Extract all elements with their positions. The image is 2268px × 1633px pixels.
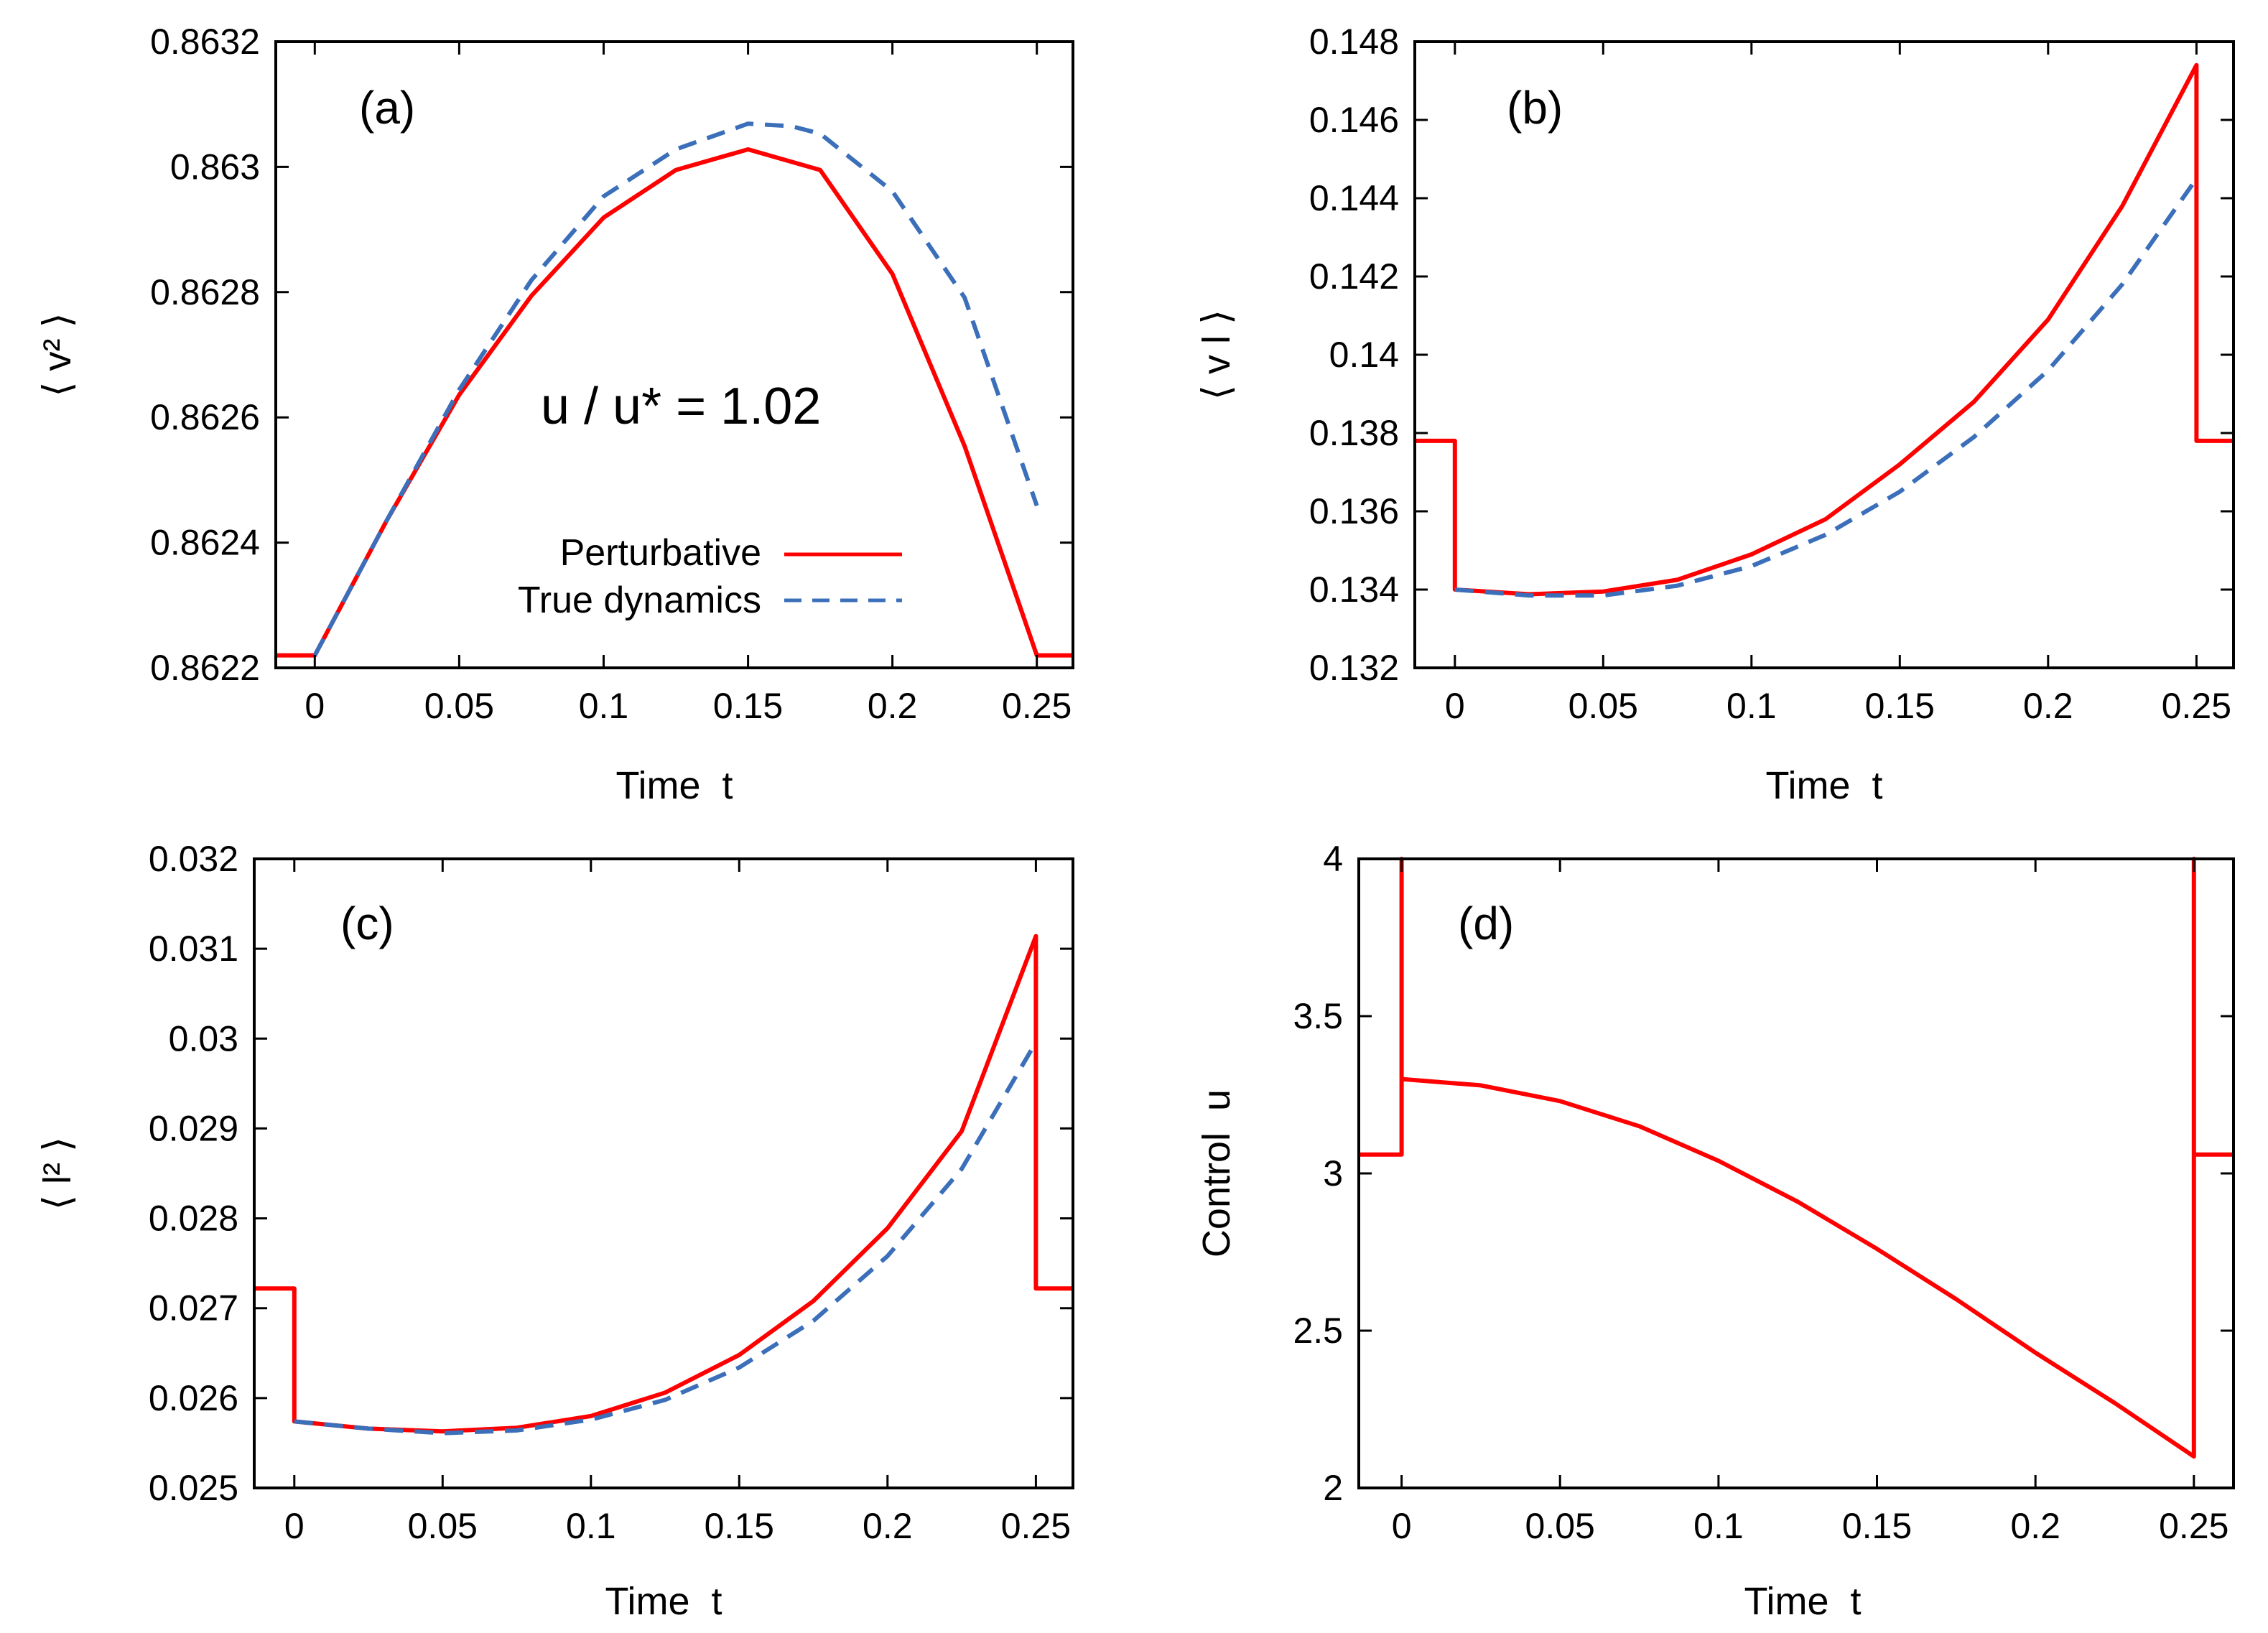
panel-c-xtick-label: 0.2: [863, 1506, 913, 1546]
panel-d-tick-labels: 0 0.05 0.1 0.15 0.2 0.25 2 2.5 3 3.5 4: [1293, 839, 2229, 1546]
panel-b-xtick-label: 0.15: [1865, 686, 1935, 726]
panel-b-ylabel: ⟨ v l ⟩: [1195, 310, 1238, 400]
panel-a-xtick-label: 0.15: [713, 686, 783, 726]
panel-d-xtick-label: 0.1: [1693, 1506, 1744, 1546]
panel-a-frame: [274, 40, 1074, 669]
panel-c-ticks: [254, 857, 1073, 1489]
panel-d-line-perturbative: [1359, 857, 2234, 1459]
panel-c-ytick-label: 0.027: [149, 1288, 238, 1329]
panel-d-ylabel: Control u: [1195, 1089, 1238, 1257]
panel-c-frame: [253, 857, 1074, 1489]
panel-d-xtick-label: 0.25: [2159, 1506, 2229, 1546]
panel-b-ytick-label: 0.14: [1329, 335, 1399, 375]
panel-d-ytick-label: 2: [1323, 1468, 1343, 1508]
panel-c-label: (c): [340, 898, 394, 949]
panel-b-ytick-label: 0.132: [1309, 648, 1399, 688]
panel-b-xlabel: Time t: [1765, 764, 1882, 807]
panel-a-xtick-label: 0.25: [1002, 686, 1072, 726]
panel-c-series: [254, 934, 1073, 1436]
legend-label-true-dynamics: True dynamics: [518, 580, 761, 621]
legend-label-perturbative: Perturbative: [560, 532, 761, 574]
panel-a-annotation: u / u* = 1.02: [541, 378, 821, 435]
panel-a-xtick-label: 0: [305, 686, 325, 726]
panel-c-ytick-label: 0.028: [149, 1199, 238, 1239]
panel-c-ytick-label: 0.03: [169, 1018, 238, 1059]
panel-c-ytick-label: 0.029: [149, 1108, 238, 1148]
panel-d-ytick-label: 3: [1323, 1153, 1343, 1194]
panel-d-xlabel: Time t: [1744, 1580, 1861, 1623]
panel-c-line-perturbative: [254, 934, 1073, 1434]
panel-c-ytick-label: 0.031: [149, 929, 238, 969]
panel-a-ytick-label: 0.8626: [150, 397, 260, 437]
panel-c-xtick-label: 0: [284, 1506, 305, 1546]
panel-a-ytick-label: 0.8624: [150, 523, 260, 563]
panel-b-frame: [1413, 40, 2235, 669]
panel-a-ytick-label: 0.8632: [150, 22, 260, 62]
panel-b-xtick-label: 0: [1445, 686, 1465, 726]
panel-c-xtick-label: 0.05: [408, 1506, 478, 1546]
panel-a-series: [276, 121, 1073, 658]
panel-c-ytick-label: 0.032: [149, 839, 238, 879]
panel-a-ytick-label: 0.8628: [150, 272, 260, 312]
panel-b-ticks: [1415, 40, 2234, 669]
panel-b-line-true-dynamics: [1454, 177, 2198, 598]
panel-b-ytick-label: 0.144: [1309, 178, 1399, 218]
legend: Perturbative True dynamics: [518, 532, 902, 621]
panel-a: 0 0.05 0.1 0.15 0.2 0.25 0.8622 0.8624 0.8626 0.8…: [36, 22, 1074, 807]
panel-c-ytick-label: 0.025: [149, 1468, 238, 1508]
panel-d-ytick-label: 4: [1323, 839, 1343, 879]
panel-d-xtick-label: 0.05: [1525, 1506, 1595, 1546]
panel-c: 0 0.05 0.1 0.15 0.2 0.25 0.025 0.026 0.027 0.028 0…: [36, 839, 1074, 1623]
panel-a-xlabel: Time t: [615, 764, 733, 807]
panel-c-xtick-label: 0.15: [705, 1506, 774, 1546]
panel-c-ytick-label: 0.026: [149, 1378, 238, 1418]
panel-c-tick-labels: 0 0.05 0.1 0.15 0.2 0.25 0.025 0.026 0.027 0.028 0…: [149, 839, 1071, 1546]
panel-d-xtick-label: 0.15: [1842, 1506, 1912, 1546]
panel-c-xlabel: Time t: [605, 1580, 722, 1623]
panel-a-xtick-label: 0.1: [579, 686, 629, 726]
panel-b-line-perturbative: [1415, 62, 2234, 597]
panel-b-tick-labels: 0 0.05 0.1 0.15 0.2 0.25 0.132 0.134 0.136 0.138 0…: [1309, 22, 2231, 726]
panel-d-xtick-label: 0: [1392, 1506, 1412, 1546]
panel-c-line-true-dynamics: [294, 1041, 1038, 1436]
panel-a-ytick-label: 0.8622: [150, 648, 260, 688]
panel-d-xtick-label: 0.2: [2010, 1506, 2060, 1546]
panel-a-ylabel: ⟨ v² ⟩: [36, 312, 79, 396]
panel-d-ticks: [1359, 857, 2234, 1489]
panel-b-xtick-label: 0.05: [1568, 686, 1638, 726]
panel-a-xtick-label: 0.05: [424, 686, 494, 726]
panel-a-xtick-label: 0.2: [868, 686, 918, 726]
panel-a-ytick-label: 0.863: [170, 146, 260, 187]
panel-b: 0 0.05 0.1 0.15 0.2 0.25 0.132 0.134 0.136 0.138 0…: [1195, 22, 2235, 807]
panel-b-ytick-label: 0.148: [1309, 22, 1399, 62]
panel-a-label: (a): [359, 82, 415, 134]
panel-b-ytick-label: 0.142: [1309, 256, 1399, 297]
panel-c-xtick-label: 0.25: [1001, 1506, 1071, 1546]
panel-b-ytick-label: 0.146: [1309, 100, 1399, 140]
panel-d-ytick-label: 2.5: [1293, 1311, 1343, 1351]
panel-c-xtick-label: 0.1: [566, 1506, 616, 1546]
panel-b-ytick-label: 0.134: [1309, 569, 1399, 610]
panel-c-ylabel: ⟨ l² ⟩: [36, 1137, 79, 1210]
panel-b-xtick-label: 0.2: [2023, 686, 2073, 726]
panel-b-xtick-label: 0.1: [1726, 686, 1777, 726]
panel-d-label: (d): [1458, 898, 1514, 949]
panel-b-ytick-label: 0.136: [1309, 491, 1399, 531]
panel-b-ytick-label: 0.138: [1309, 413, 1399, 453]
panel-b-label: (b): [1507, 82, 1563, 134]
panel-a-ticks: [276, 40, 1073, 669]
panel-b-xtick-label: 0.25: [2162, 686, 2231, 726]
panel-d-series: [1359, 857, 2234, 1459]
panel-d-ytick-label: 3.5: [1293, 996, 1343, 1036]
panel-a-line-true-dynamics: [312, 121, 1039, 657]
panel-b-series: [1415, 62, 2234, 598]
panel-a-tick-labels: 0 0.05 0.1 0.15 0.2 0.25 0.8622 0.8624 0.8626 0.8…: [150, 22, 1072, 726]
